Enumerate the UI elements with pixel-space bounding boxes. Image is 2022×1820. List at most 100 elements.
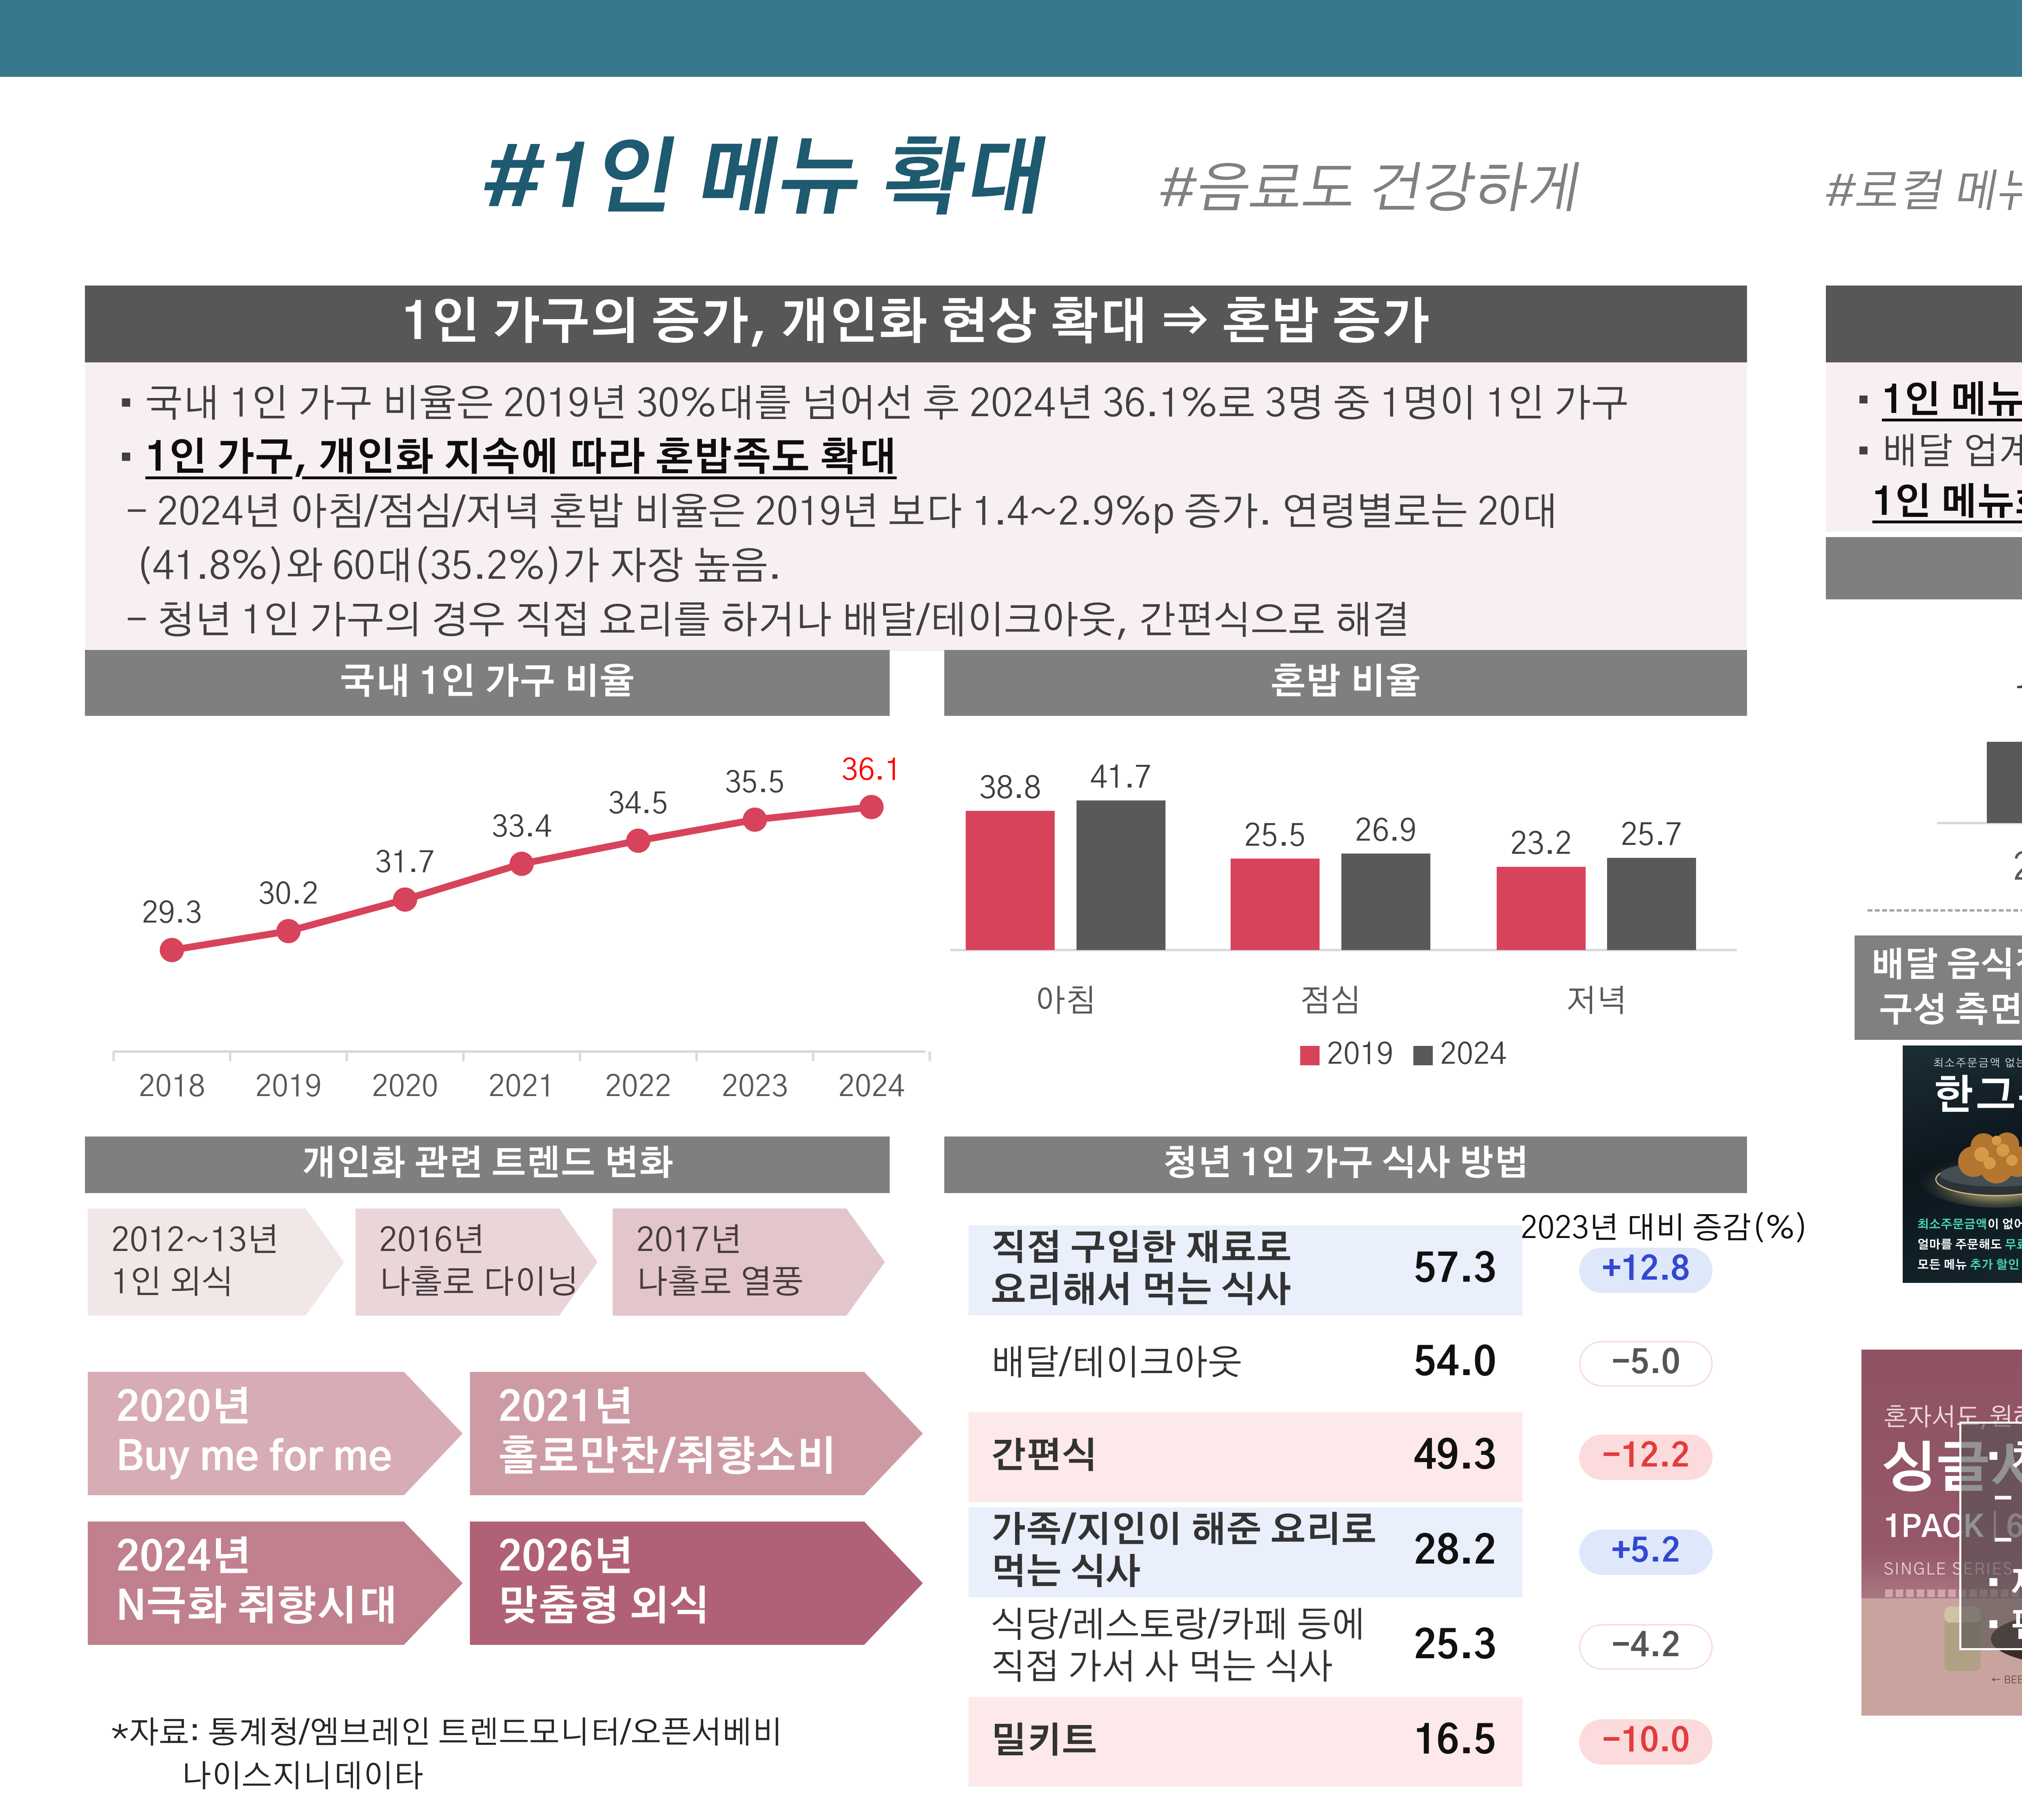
- table-row-change-pill: -4.2: [1579, 1624, 1713, 1670]
- left-bullet-prefix: [116, 548, 135, 587]
- line-chart-x-label: 2022: [605, 1072, 671, 1102]
- bar-value-label: 41.7: [1090, 763, 1152, 794]
- bar-2019-점심: [1231, 858, 1320, 950]
- table-row-label: 가족/지인이 해준 요리로 먹는 식사: [991, 1513, 1377, 1591]
- delivery-factor-line1: 배달 음식점 선택 시: [1871, 949, 2022, 983]
- line-chart-point: [859, 795, 884, 819]
- right-bullet-prefix: •: [1854, 383, 1882, 420]
- bar-chart-category-label: 점심: [1300, 986, 1361, 1018]
- right-bullet-line: 1인 메뉴화에 주력: [1854, 478, 2022, 529]
- overlay-line: - 교촌 6조각 싱글 시리즈, BBQ 반마리 시리즈 등: [1993, 1484, 2022, 1517]
- legend-label-2024: 2024: [1440, 1040, 1506, 1070]
- trend-arrow-label: 나홀로 열풍: [636, 1266, 804, 1300]
- trend-arrow-label: 1인 외식: [111, 1266, 233, 1300]
- trend-arrow-year: 2024년: [116, 1538, 251, 1579]
- trend-arrow-year: 2016년: [379, 1224, 485, 1258]
- table-row-value: 25.3: [1413, 1627, 1496, 1666]
- bar-2024-아침: [1077, 800, 1165, 950]
- line-chart-value-label: 30.2: [258, 880, 319, 910]
- ad1-chicken-plate-art-g-circle: [2006, 1155, 2018, 1166]
- column-category-label: 24년: [2013, 849, 2022, 888]
- bar-2019-아침: [966, 811, 1055, 950]
- trend-arrow: 2024년 N극화 취향시대: [88, 1522, 463, 1645]
- ad-min-order-chicken: 최소주문금액 없는 1인분 한그릇 최소주문금액이 없어요얼마를: [1903, 1045, 2022, 1283]
- table-row-change-pill: -10.0: [1579, 1719, 1713, 1765]
- ad1-promo-line: 얼마를 주문해도 무료배달: [1917, 1235, 2022, 1255]
- line-chart-point: [276, 919, 301, 944]
- trend-arrow: 2017년 나홀로 열풍: [613, 1208, 885, 1316]
- table-row-label: 간편식: [991, 1439, 1097, 1475]
- line-chart-x-label: 2020: [372, 1072, 438, 1102]
- column-bar-24년: [1987, 742, 2022, 823]
- ad1-promo-line: 최소주문금액이 없어요: [1917, 1215, 2022, 1235]
- left-bullet-line: - 2024년 아침/점심/저녁 혼밥 비율은 2019년 보다 1.4~2.9…: [116, 486, 1747, 540]
- right-bullet-prefix: •: [1854, 434, 1882, 471]
- ad1-segment: 추가 할인: [1969, 1259, 2020, 1271]
- left-bullet-prefix: -: [116, 494, 157, 533]
- left-bullet-prefix: •: [116, 385, 146, 424]
- ad1-promo-lines: 최소주문금액이 없어요얼마를 주문해도 무료배달모든 메뉴 추가 할인: [1903, 1215, 2022, 1276]
- trend-section-title: 개인화 관련 트렌드 변화: [85, 1136, 890, 1193]
- line-chart-value-label: 36.1: [842, 756, 902, 785]
- ad1-segment: 얼마를 주문해도: [1917, 1239, 2005, 1251]
- line-chart-value-label: 33.4: [492, 813, 552, 842]
- line-chart-point: [742, 807, 767, 832]
- line-chart-point: [509, 851, 534, 876]
- trend-arrow-label: Buy me for me: [116, 1438, 392, 1479]
- table-row-value: 57.3: [1413, 1251, 1496, 1290]
- source-footnote-line2: 나이스지니데이타: [181, 1761, 424, 1793]
- ad1-chicken-plate-art-g-circle: [1997, 1144, 2009, 1157]
- tab-single-menu-expansion: #1인 메뉴 확대: [474, 140, 1055, 223]
- trend-arrow-year: 2021년: [498, 1388, 633, 1429]
- line-chart-x-label: 2021: [489, 1072, 555, 1102]
- household-ratio-line-chart: 29.3 2018 30.2 2019 31.7 2020 33.4 2021 34.5 2022…: [112, 756, 931, 1102]
- bar-2024-점심: [1341, 853, 1430, 950]
- left-bullet-text: 청년 1인 가구의 경우 직접 요리를 하거나 배달/테이크아웃, 간편식으로 …: [157, 602, 1410, 641]
- table-row-label: 배달/테이크아웃: [991, 1346, 1242, 1382]
- left-bullet-text: 1인 가구, 개인화 지속에 따라 혼밥족도 확대: [145, 440, 897, 478]
- line-chart-x-label: 2024: [838, 1072, 905, 1102]
- trend-arrow-label: 나홀로 다이닝: [379, 1266, 578, 1300]
- ad1-chicken-plate-art-g-circle: [1992, 1136, 2001, 1145]
- ad1-segment: 이 없어요: [1987, 1219, 2022, 1231]
- ad1-segment: 무료배달: [2005, 1239, 2022, 1251]
- line-chart-value-label: 29.3: [142, 899, 202, 929]
- ad1-headline: 한그릇: [1933, 1077, 2022, 1117]
- bar-value-label: 25.7: [1621, 821, 1683, 851]
- tab-local-menu: #로컬 메뉴 확대: [1821, 170, 2022, 215]
- ad1-chicken-plate-art-g-circle: [1984, 1157, 1996, 1169]
- single-menu-ratio-column-chart: 10.124년10.725년0.6%p: [1937, 679, 2022, 888]
- legend-swatch-2024: [1413, 1046, 1433, 1065]
- bar-chart-category-label: 저녁: [1566, 986, 1627, 1018]
- table-row-label: 밀키트: [991, 1724, 1097, 1760]
- left-bullet-text: 국내 1인 가구 비율은 2019년 30%대를 넘어선 후 2024년 36.…: [145, 385, 1629, 424]
- bar-2019-저녁: [1497, 867, 1586, 950]
- bar-value-label: 25.5: [1244, 821, 1306, 852]
- left-section-header: 1인 가구의 증가, 개인화 현상 확대 ⇒ 혼밥 증가: [85, 286, 1747, 362]
- solo-meal-bar-chart: 38.8 25.5 23.2 41.7 26.9 25.7 아침 점심 저녁 2019 2024: [950, 763, 1737, 1070]
- table-row: 가족/지인이 해준 요리로 먹는 식사 28.2: [969, 1507, 1523, 1597]
- legend-swatch-2019: [1300, 1046, 1320, 1065]
- meal-table-change-header: 2023년 대비 증감(%): [1521, 1214, 1809, 1244]
- bar-value-label: 26.9: [1355, 816, 1417, 847]
- right-subsection-header: 1인 메뉴 판매 음식점 비율 / 1인 메뉴 판매율 상위 5개 업종: [1826, 537, 2022, 599]
- ad1-top-caption: 최소주문금액 없는 1인분: [1933, 1058, 2022, 1069]
- table-row: 식당/레스토랑/카페 등에 직접 가서 사 먹는 식사 25.3: [969, 1597, 1523, 1697]
- top-accent-band: [0, 0, 2022, 77]
- right-bullet-line: • 배달 업계를 비롯해 여럿이 나눠 먹는 메뉴로 인식되던 메뉴들도: [1854, 427, 2022, 478]
- trend-arrow-year: 2020년: [116, 1388, 251, 1429]
- left-bullet-line: (41.8%)와 60대(35.2%)가 자장 높음.: [116, 540, 1747, 595]
- table-row: 간편식 49.3: [969, 1412, 1523, 1502]
- trend-arrow: 2021년 홀로만찬/취향소비: [470, 1372, 923, 1495]
- trend-arrow-year: 2026년: [498, 1538, 633, 1579]
- left-summary-box: • 국내 1인 가구 비율은 2019년 30%대를 넘어선 후 2024년 3…: [85, 362, 1747, 651]
- right-bullet-prefix: [1854, 485, 1872, 522]
- ad1-segment: 최소주문금액: [1917, 1219, 1988, 1231]
- table-row-change-pill: +5.2: [1579, 1530, 1713, 1575]
- line-chart-value-label: 31.7: [375, 848, 435, 878]
- line-chart-point: [626, 828, 651, 853]
- left-bullet-text: 2024년 아침/점심/저녁 혼밥 비율은 2019년 보다 1.4~2.9%p…: [157, 494, 1558, 533]
- column-value-label: 10.1: [2013, 679, 2022, 718]
- overlay-line: • 제주시, 대표음식인 갈치요리 전문점 200여곳 대상 1인 메뉴 판매 …: [1985, 1568, 2022, 1602]
